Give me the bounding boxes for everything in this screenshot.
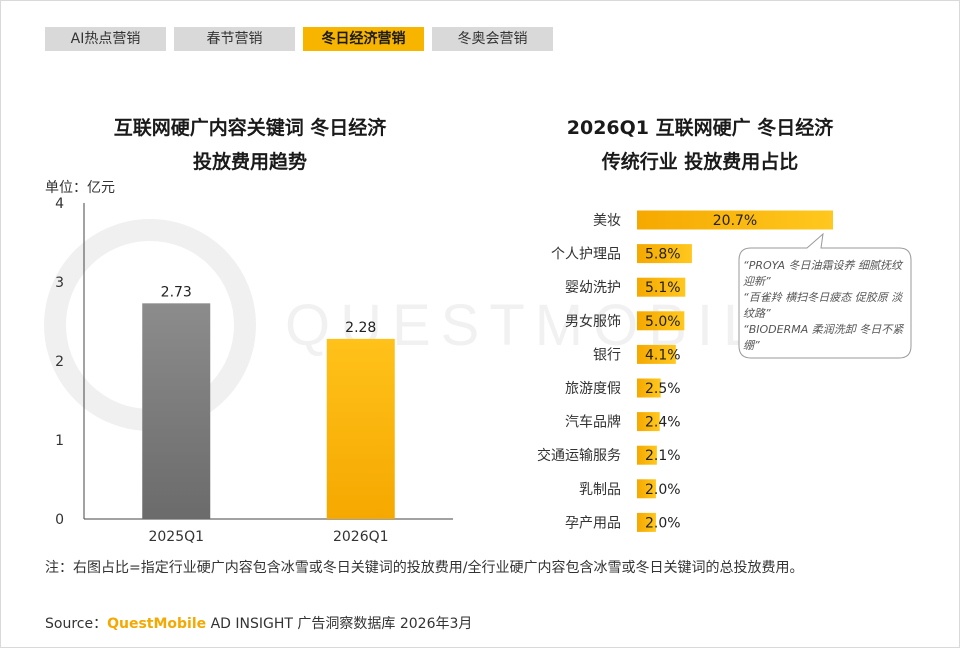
category-label: 婴幼洗护 [565,280,621,296]
category-label: 交通运输服务 [537,447,621,464]
right-chart-title-line2: 传统行业 投放费用占比 [601,151,799,173]
source-prefix: Source： [45,616,108,632]
left-chart-title: 互联网硬广内容关键词 冬日经济 投放费用趋势 [40,111,460,179]
left-chart-title-line2: 投放费用趋势 [192,151,307,173]
x-tick-label: 2025Q1 [148,529,204,545]
category-label: 美妆 [593,213,621,229]
y-tick-label: 2 [55,354,64,370]
tab-ai-marketing[interactable]: AI热点营销 [45,27,166,51]
footnote: 注：右图占比=指定行业硬广内容包含冰雪或冬日关键词的投放费用/全行业硬广内容包含… [45,560,804,576]
category-label: 乳制品 [579,482,621,498]
callout-text: “PROYA 冬日油霜设养 细腻抚纹迎新” “百雀羚 横扫冬日疲态 促胶原 淡纹… [743,258,909,354]
hbar-银行 [637,344,676,364]
tab-winter-economy[interactable]: 冬日经济营销 [303,27,424,51]
left-chart-unit: 单位：亿元 [45,180,115,196]
left-bar-chart: 0 1 2 3 4 2.73 2025Q1 2.28 2026Q1 [55,196,453,545]
hbar-value-label: 2.5% [645,381,681,397]
bar-2025Q1 [142,303,211,519]
category-label: 旅游度假 [565,381,621,397]
hbar-value-label: 4.1% [645,347,681,363]
tab-spring-festival[interactable]: 春节营销 [174,27,295,51]
hbar-value-label: 2.0% [645,482,681,498]
ad-copy-callout: “PROYA 冬日油霜设养 细腻抚纹迎新” “百雀羚 横扫冬日疲态 促胶原 淡纹… [735,232,915,370]
hbar-婴幼洗护 [637,277,686,297]
callout-line-bioderma: “BIODERMA 柔润洗卸 冬日不紧绷” [743,323,904,352]
bar-2026Q1 [326,338,395,519]
source-line: Source：QuestMobile AD INSIGHT 广告洞察数据库 20… [45,613,472,633]
y-tick-label: 4 [55,196,64,212]
right-chart-title-line1: 2026Q1 互联网硬广 冬日经济 [566,117,834,139]
y-tick-label: 3 [55,275,64,291]
hbar-旅游度假 [637,378,661,398]
category-label: 银行 [593,347,621,363]
hbar-孕产用品 [637,512,656,532]
bar-value-label: 2.73 [161,284,192,300]
bar-value-label: 2.28 [345,320,376,336]
y-tick-label: 1 [55,433,64,449]
hbar-value-label: 5.1% [645,280,681,296]
tab-winter-olympics[interactable]: 冬奥会营销 [432,27,553,51]
hbar-汽车品牌 [637,412,660,432]
left-chart-title-line1: 互联网硬广内容关键词 冬日经济 [113,117,387,139]
source-rest: AD INSIGHT 广告洞察数据库 2026年3月 [206,616,473,632]
x-tick-label: 2026Q1 [333,529,389,545]
category-label: 个人护理品 [551,247,621,263]
category-label: 汽车品牌 [565,414,621,431]
y-tick-label: 0 [55,512,64,528]
hbar-value-label: 2.4% [645,415,681,431]
category-label: 男女服饰 [565,313,621,330]
callout-bubble [738,232,912,359]
hbar-乳制品 [637,479,656,499]
callout-line-pechoin: “百雀羚 横扫冬日疲态 促胶原 淡纹路” [743,291,903,320]
hbar-value-label: 5.0% [645,314,681,330]
right-chart-title: 2026Q1 互联网硬广 冬日经济 传统行业 投放费用占比 [490,111,910,179]
hbar-value-label: 2.1% [645,448,681,464]
hbar-交通运输服务 [637,445,657,465]
hbar-value-label: 2.0% [645,515,681,531]
hbar-男女服饰 [637,311,685,331]
right-bar-chart: 美妆 20.7% 个人护理品 5.8% 婴幼洗护 5.1% 男女服饰 5.0% 银行 4.1% 旅游… [537,210,833,532]
hbar-value-label: 20.7% [713,213,757,229]
hbar-value-label: 5.8% [645,247,681,263]
callout-line-proya: “PROYA 冬日油霜设养 细腻抚纹迎新” [743,259,903,288]
hbar-个人护理品 [637,244,692,264]
source-brand: QuestMobile [107,616,207,632]
hbar-美妆 [637,210,833,230]
category-label: 孕产用品 [565,515,621,531]
